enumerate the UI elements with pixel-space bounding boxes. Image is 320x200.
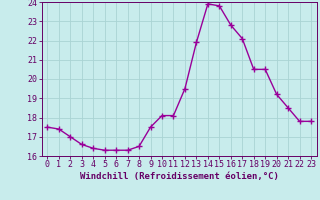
X-axis label: Windchill (Refroidissement éolien,°C): Windchill (Refroidissement éolien,°C) [80,172,279,181]
